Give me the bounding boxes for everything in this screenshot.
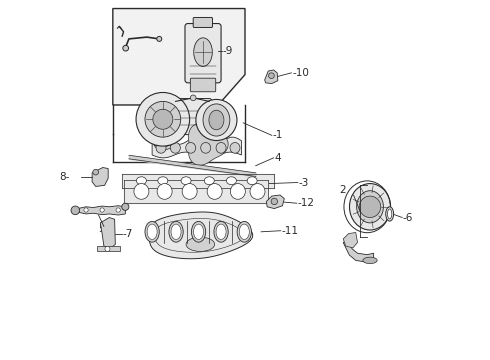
Ellipse shape [196,99,237,140]
Ellipse shape [171,143,180,153]
Polygon shape [343,233,358,248]
Circle shape [116,208,121,212]
Ellipse shape [147,224,157,239]
Polygon shape [267,195,284,208]
Ellipse shape [156,143,166,153]
Ellipse shape [209,110,224,130]
Circle shape [271,198,277,204]
Text: -1: -1 [273,130,283,140]
Ellipse shape [204,177,214,185]
Polygon shape [152,137,242,158]
Text: -7: -7 [123,229,133,239]
Circle shape [84,208,88,212]
Ellipse shape [357,191,383,223]
Ellipse shape [216,224,226,239]
Ellipse shape [239,224,249,239]
Ellipse shape [181,177,191,185]
Ellipse shape [194,224,203,239]
Ellipse shape [169,221,183,242]
Text: -12: -12 [297,198,315,208]
Polygon shape [149,212,253,259]
Text: 4: 4 [274,153,281,163]
Ellipse shape [136,177,147,185]
Polygon shape [100,217,115,248]
Ellipse shape [201,143,211,153]
Circle shape [136,93,190,146]
Circle shape [190,95,196,101]
Polygon shape [189,123,228,165]
Ellipse shape [226,177,237,185]
Text: -9: -9 [222,46,233,57]
Ellipse shape [388,209,392,219]
Ellipse shape [186,237,215,251]
Polygon shape [265,70,278,84]
Text: 8-: 8- [60,172,70,182]
FancyBboxPatch shape [185,23,221,83]
Polygon shape [92,167,108,186]
Text: 5: 5 [98,224,105,234]
Ellipse shape [214,221,228,242]
Ellipse shape [182,184,197,199]
Ellipse shape [207,184,222,199]
Ellipse shape [186,143,196,153]
FancyBboxPatch shape [167,99,212,135]
Text: -6: -6 [403,213,413,223]
Ellipse shape [134,184,149,199]
Circle shape [153,109,173,129]
Ellipse shape [230,143,240,153]
Polygon shape [74,206,125,215]
FancyBboxPatch shape [190,78,216,92]
Text: -11: -11 [281,226,298,236]
Circle shape [157,36,162,41]
Ellipse shape [363,257,377,264]
Polygon shape [154,145,172,151]
Text: -10: -10 [292,68,309,78]
Circle shape [105,247,110,251]
Ellipse shape [145,221,159,242]
Ellipse shape [386,207,393,221]
Ellipse shape [237,221,251,242]
Ellipse shape [349,184,391,230]
Ellipse shape [203,104,230,136]
Ellipse shape [157,184,172,199]
Circle shape [71,206,79,215]
Ellipse shape [171,224,181,239]
Ellipse shape [158,177,168,185]
Ellipse shape [247,177,257,185]
Text: 2: 2 [339,185,345,195]
Ellipse shape [194,38,212,66]
Circle shape [122,203,129,210]
Circle shape [100,208,104,212]
Ellipse shape [216,143,226,153]
Text: -3: -3 [298,177,309,188]
Circle shape [359,196,381,217]
Circle shape [145,102,181,137]
Circle shape [123,45,128,51]
Circle shape [93,169,98,175]
Ellipse shape [192,221,206,242]
Polygon shape [97,246,120,251]
Circle shape [269,73,274,78]
Polygon shape [113,9,245,105]
FancyBboxPatch shape [193,18,213,27]
Polygon shape [343,241,373,262]
Ellipse shape [230,184,245,199]
Ellipse shape [250,184,265,199]
